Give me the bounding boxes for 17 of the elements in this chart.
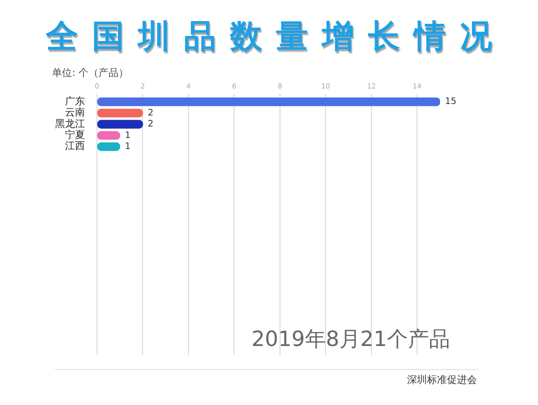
x-axis-title: 单位: 个（产品） [52,68,129,80]
y-tick-label: 黑龙江 [55,118,85,130]
data-label: 1 [124,142,131,152]
data-label: 1 [124,130,131,141]
text: 2019年8月21个产品 [251,326,450,352]
chart-title: 全国圳品数量增长情况 [44,16,507,56]
y-tick-label: 江西 [65,140,85,152]
bar [97,108,144,118]
bar [97,98,440,106]
y-tick-label: 云南 [65,106,85,119]
data-label: 2 [148,108,154,118]
text: 深圳标准促进会 [407,375,477,387]
data-label: 15 [445,97,456,108]
y-tick-label: 广东 [65,95,85,108]
y-tick-label: 宁夏 [65,129,85,142]
data-label: 2 [148,120,154,130]
bar [97,120,144,129]
